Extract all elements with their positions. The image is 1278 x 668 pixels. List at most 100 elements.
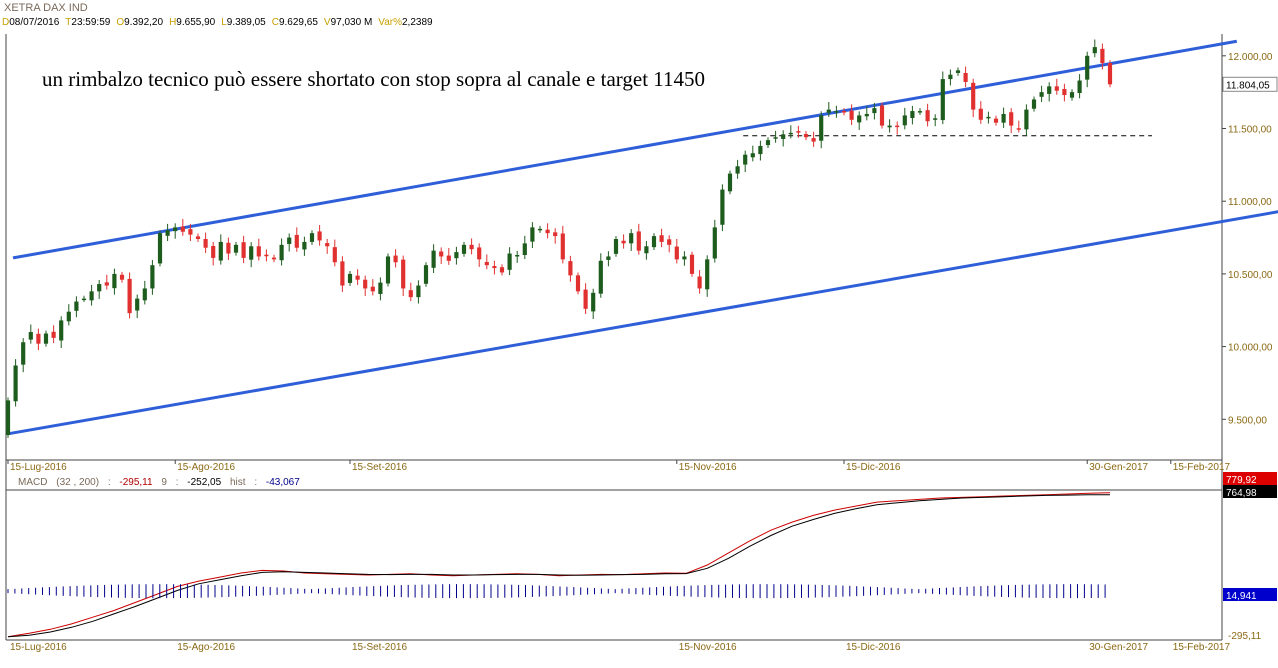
candle-9 bbox=[74, 296, 79, 318]
candle-73 bbox=[560, 225, 565, 264]
candle-97 bbox=[743, 150, 748, 173]
candle-74 bbox=[568, 255, 573, 282]
candle-body-3 bbox=[28, 332, 33, 340]
candle-body-21 bbox=[165, 230, 170, 236]
candle-body-107 bbox=[819, 115, 824, 141]
hist-value-label-box bbox=[1223, 588, 1277, 601]
candle-body-57 bbox=[439, 251, 444, 257]
candle-35 bbox=[271, 254, 277, 263]
candle-115 bbox=[879, 102, 885, 129]
x-tick-label-1: 15-Ago-2016 bbox=[177, 462, 235, 473]
candle-41 bbox=[317, 225, 322, 246]
candle-body-42 bbox=[325, 243, 330, 247]
candle-body-136 bbox=[1039, 92, 1044, 97]
candle-121 bbox=[925, 103, 930, 127]
field-value-1: 23:59:59 bbox=[71, 17, 111, 28]
candle-body-12 bbox=[97, 284, 102, 292]
field-value-7: 2,2389 bbox=[402, 17, 433, 28]
candle-body-24 bbox=[188, 229, 193, 235]
signal-label: 9 bbox=[161, 477, 167, 488]
candle-body-31 bbox=[241, 242, 246, 258]
candle-86 bbox=[659, 228, 664, 248]
candle-body-45 bbox=[347, 273, 353, 283]
candle-112 bbox=[857, 111, 862, 130]
candle-body-113 bbox=[864, 113, 869, 117]
candle-109 bbox=[834, 105, 839, 118]
candle-8 bbox=[66, 304, 71, 326]
candle-body-37 bbox=[287, 237, 292, 244]
candle-body-116 bbox=[887, 125, 892, 128]
candle-body-110 bbox=[841, 111, 847, 113]
candle-2 bbox=[21, 338, 26, 373]
candle-body-117 bbox=[895, 125, 900, 128]
last-price-label: 11.804,05 bbox=[1226, 80, 1270, 91]
candle-12 bbox=[97, 280, 102, 299]
candle-101 bbox=[773, 130, 778, 143]
candle-body-143 bbox=[1092, 47, 1097, 54]
candle-48 bbox=[370, 279, 375, 296]
candle-27 bbox=[211, 241, 216, 266]
candle-body-125 bbox=[955, 70, 961, 73]
candle-4 bbox=[36, 328, 41, 351]
candle-22 bbox=[173, 223, 178, 239]
candle-130 bbox=[993, 115, 999, 126]
candle-body-102 bbox=[781, 134, 786, 139]
candle-body-67 bbox=[515, 254, 520, 257]
candle-119 bbox=[910, 105, 915, 125]
lower-channel-line bbox=[7, 210, 1278, 436]
candle-body-127 bbox=[971, 82, 976, 110]
candle-84 bbox=[644, 241, 649, 260]
candle-body-51 bbox=[393, 255, 398, 263]
candle-body-76 bbox=[583, 289, 588, 309]
macd-series-1 bbox=[7, 494, 1110, 638]
candle-body-73 bbox=[560, 233, 565, 260]
x-tick-label-5: 30-Gen-2017 bbox=[1089, 462, 1148, 473]
candle-135 bbox=[1031, 96, 1037, 112]
candle-body-70 bbox=[537, 228, 543, 231]
candle-body-39 bbox=[302, 241, 307, 250]
candle-body-66 bbox=[507, 253, 512, 270]
candle-40 bbox=[309, 230, 315, 245]
candle-body-108 bbox=[826, 109, 831, 113]
candle-body-133 bbox=[1016, 128, 1021, 130]
field-value-4: 9.389,05 bbox=[226, 17, 266, 28]
field-key-3: H bbox=[169, 17, 177, 28]
candle-body-18 bbox=[142, 288, 147, 301]
candle-92 bbox=[705, 255, 710, 297]
candle-94 bbox=[720, 184, 725, 232]
candle-51 bbox=[393, 249, 398, 268]
candle-138 bbox=[1054, 78, 1059, 95]
x-tick-label-6: 15-Feb-2017 bbox=[1173, 462, 1231, 473]
candle-body-122 bbox=[933, 118, 938, 120]
y-tick-label-4: 10.000,00 bbox=[1228, 343, 1273, 354]
field-key-4: L bbox=[221, 17, 227, 28]
candle-54 bbox=[416, 280, 421, 304]
candle-body-119 bbox=[910, 111, 915, 119]
candle-144 bbox=[1100, 43, 1105, 70]
candle-91 bbox=[697, 270, 702, 294]
candle-25 bbox=[195, 233, 201, 242]
candle-body-52 bbox=[401, 259, 406, 289]
candle-body-15 bbox=[119, 274, 125, 280]
candle-body-91 bbox=[697, 276, 702, 289]
candle-body-71 bbox=[545, 229, 550, 234]
candle-62 bbox=[477, 243, 482, 267]
candle-106 bbox=[811, 131, 816, 147]
candle-100 bbox=[765, 137, 771, 148]
candle-52 bbox=[401, 255, 406, 296]
field-key-6: V bbox=[323, 17, 331, 28]
candle-body-118 bbox=[902, 115, 907, 126]
candle-71 bbox=[545, 223, 550, 239]
candle-122 bbox=[933, 114, 938, 127]
candle-53 bbox=[408, 282, 413, 302]
candle-69 bbox=[530, 222, 535, 249]
candle-80 bbox=[613, 236, 619, 257]
candle-108 bbox=[826, 102, 831, 117]
candle-body-145 bbox=[1107, 63, 1113, 85]
macd-top-red-label-box bbox=[1223, 472, 1277, 485]
field-value-3: 9.655,90 bbox=[176, 17, 216, 28]
candle-126 bbox=[963, 66, 968, 88]
candle-47 bbox=[363, 275, 368, 296]
candle-113 bbox=[864, 106, 869, 121]
x-tick-label-4: 15-Dic-2016 bbox=[846, 462, 901, 473]
